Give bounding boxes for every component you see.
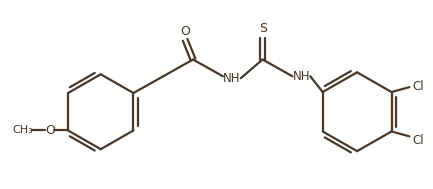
Text: O: O [45, 124, 55, 137]
Text: CH₃: CH₃ [12, 125, 33, 136]
Text: NH: NH [223, 72, 241, 85]
Text: Cl: Cl [413, 80, 424, 93]
Text: Cl: Cl [413, 134, 424, 147]
Text: NH: NH [293, 70, 310, 83]
Text: O: O [180, 26, 190, 38]
Text: S: S [260, 22, 268, 36]
